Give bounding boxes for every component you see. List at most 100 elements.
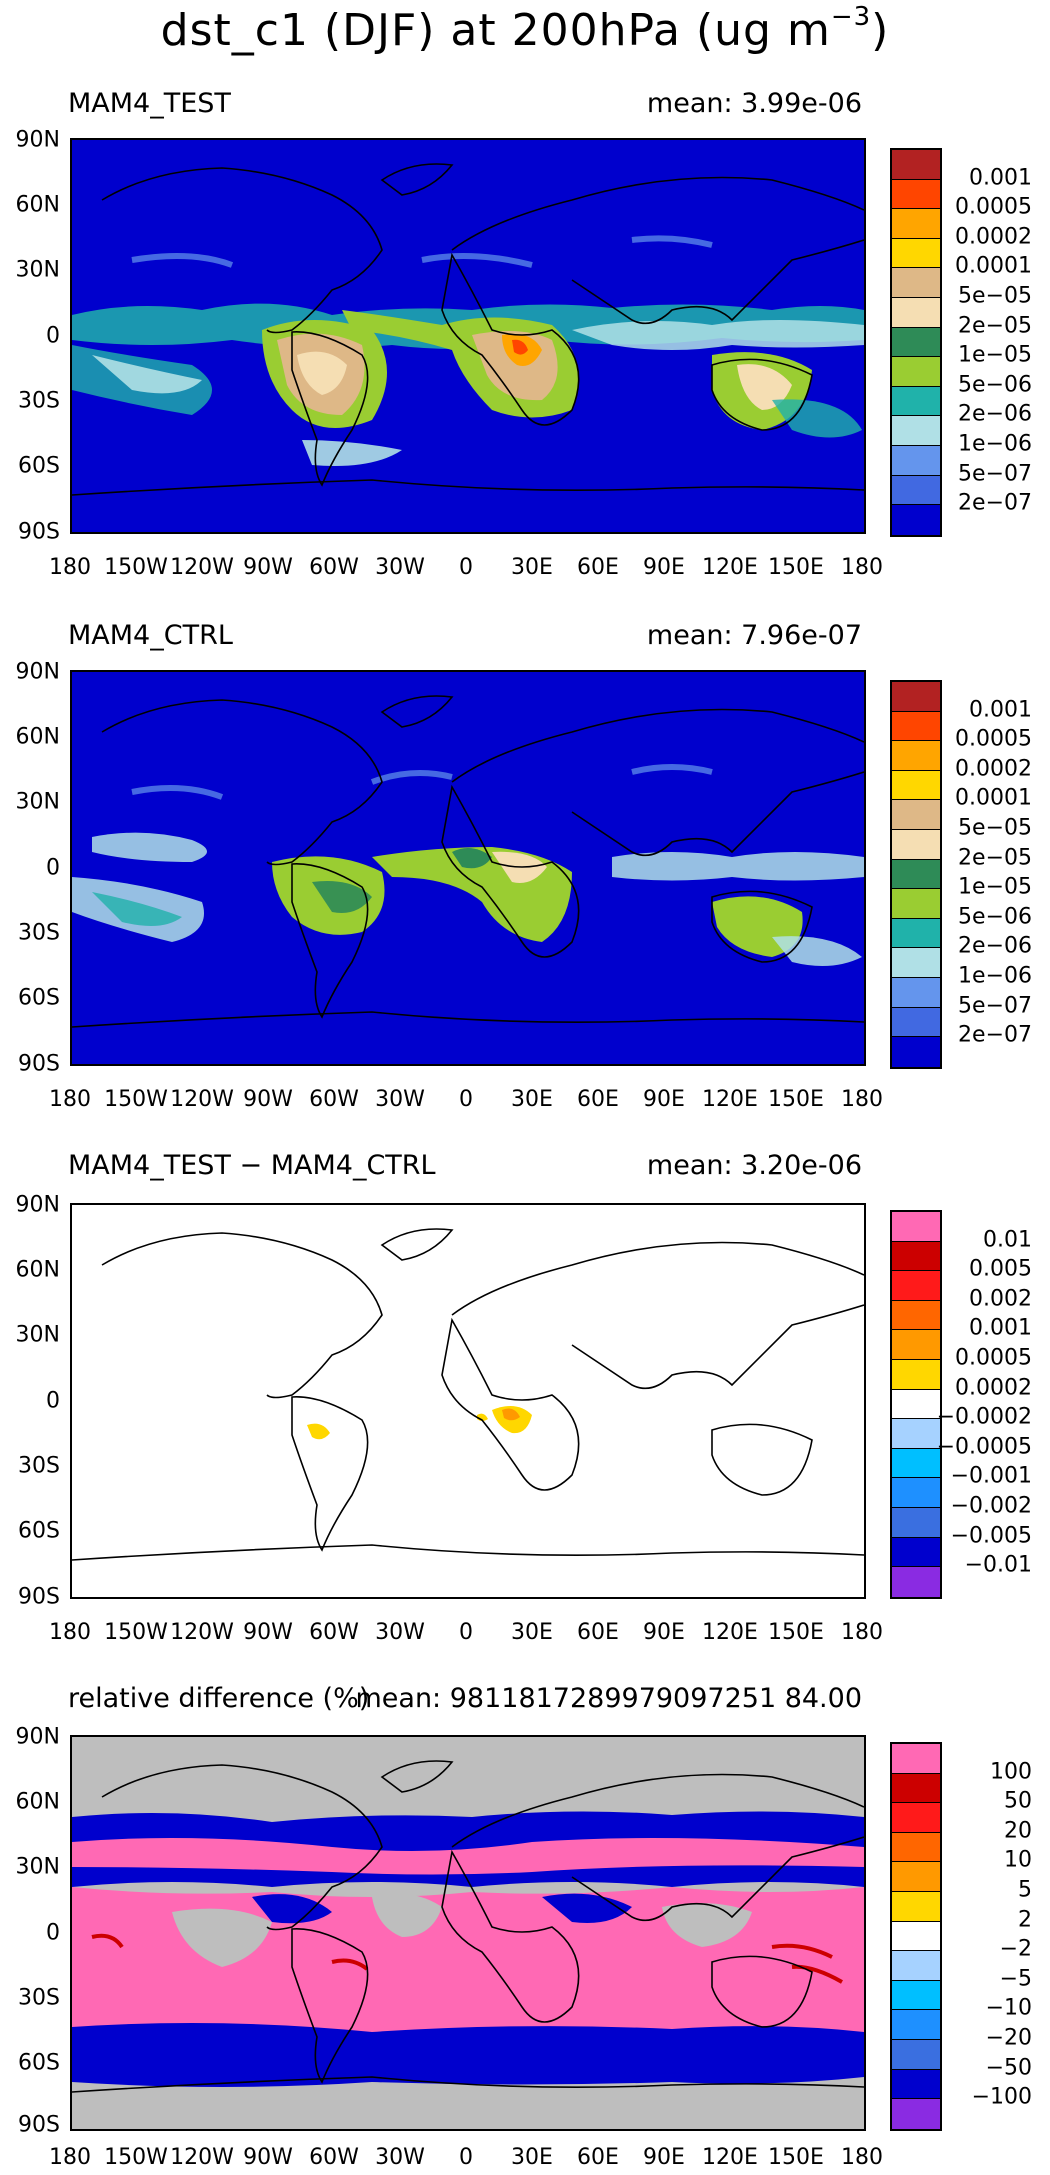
colorbar-label: 5e−06 [958,904,1032,930]
lon-label: 30W [375,555,425,580]
colorbar-swatch [892,918,940,949]
lon-label: 60E [577,2145,619,2170]
lon-label: 30W [375,1087,425,1112]
lat-label: 90N [15,127,60,153]
colorbar-swatch [892,977,940,1008]
lon-label: 180 [49,555,91,580]
lat-label: 60N [15,192,60,218]
panel-label: relative difference (%) [68,1683,370,1714]
colorbar-swatch [892,1448,940,1479]
colorbar-swatch [892,741,940,771]
lat-label: 90N [15,659,60,685]
lat-label: 0 [46,323,60,349]
lon-label: 120W [170,1087,234,1112]
lon-label: 150W [104,1087,168,1112]
colorbar-swatch [892,859,940,890]
colorbar-swatch [892,1891,940,1922]
colorbar-label: 5e−07 [958,461,1032,487]
lon-label: 60W [309,2145,359,2170]
colorbar-label: −0.01 [964,1552,1032,1578]
colorbar-label: 5 [1018,1877,1032,1903]
colorbar-swatch [892,1567,940,1597]
lon-label: 180 [841,1087,883,1112]
lat-axis-test: 90N 60N 30N 0 30S 60S 90S [0,128,60,545]
lon-label: 90E [643,555,685,580]
lon-label: 30E [511,1087,553,1112]
colorbar-label: 0.0001 [955,253,1032,279]
lon-label: 60W [309,555,359,580]
lon-label: 90W [243,1620,293,1645]
lon-label: 180 [841,2145,883,2170]
colorbar-swatch [892,1389,940,1420]
colorbar-label: −0.0005 [936,1434,1032,1460]
lon-label: 150W [104,555,168,580]
colorbar-label: 0.0002 [955,756,1032,782]
lat-label: 30S [18,1985,60,2011]
lon-label: 60W [309,1620,359,1645]
field-diff [307,1406,532,1440]
colorbar-label: −50 [985,2055,1032,2081]
colorbar-swatch [892,475,940,506]
colorbar-swatch [892,179,940,210]
colorbar-label: 0.0001 [955,785,1032,811]
lon-label: 0 [459,1620,473,1645]
colorbar-swatch [892,238,940,269]
lat-label: 60N [15,1789,60,1815]
panel-mean: mean: 3.99e-06 [646,88,862,119]
colorbar-swatch [892,770,940,801]
colorbar-label: 5e−05 [958,815,1032,841]
colorbar-label: 0.005 [969,1256,1032,1282]
colorbar-swatch [892,1271,940,1301]
colorbar-swatch [892,1507,940,1538]
lon-axis-ctrl: 180 150W 120W 90W 60W 30W 0 30E 60E 90E … [49,1087,883,1117]
lat-label: 30N [15,789,60,815]
colorbar-label: 20 [1004,1818,1032,1844]
colorbar-label: −0.005 [950,1523,1032,1549]
lon-label: 120W [170,555,234,580]
colorbar-label: 5e−05 [958,283,1032,309]
colorbar-swatch [892,209,940,239]
colorbar-labels-test: 0.001 0.0005 0.0002 0.0001 5e−05 2e−05 1… [940,148,1050,533]
colorbar-swatch [892,416,940,446]
coastlines [72,695,864,1028]
colorbar-swatch [892,1037,940,1067]
colorbar-swatch [892,1300,940,1331]
colorbar-swatch [892,1832,940,1863]
colorbar-swatch [892,711,940,742]
field-test [72,235,864,466]
map-relative-plot [72,1760,864,2093]
lon-label: 90E [643,1620,685,1645]
colorbar-label: 0.001 [969,1315,1032,1341]
lon-label: 120E [702,1620,758,1645]
colorbar-swatch [892,1537,940,1568]
lon-label: 120E [702,1087,758,1112]
lon-label: 30W [375,1620,425,1645]
colorbar-label: 2e−07 [958,1022,1032,1048]
lat-label: 90S [18,1584,60,1610]
colorbar-label: 1e−06 [958,431,1032,457]
colorbar-label: 5e−06 [958,372,1032,398]
colorbar-label: 50 [1004,1788,1032,1814]
colorbar-test [890,148,942,537]
lon-label: 30W [375,2145,425,2170]
title-text: dst_c1 (DJF) at 200hPa (ug m [160,5,831,56]
panel-mean: mean: 7.96e-07 [646,620,862,651]
lon-label: 180 [49,1087,91,1112]
lon-label: 90E [643,2145,685,2170]
colorbar-label: −5 [999,1966,1032,1992]
panel-label: MAM4_CTRL [68,620,233,651]
lat-axis-ctrl: 90N 60N 30N 0 30S 60S 90S [0,660,60,1077]
colorbar-label: 1e−05 [958,342,1032,368]
panel-mean: mean: 9811817289979097251 84.00 [355,1683,862,1714]
colorbar-label: 0.0002 [955,224,1032,250]
lon-label: 180 [841,555,883,580]
lat-label: 60N [15,724,60,750]
colorbar-swatch [892,1773,940,1804]
colorbar-label: 2e−06 [958,401,1032,427]
colorbar-label: 0.01 [983,1227,1032,1253]
figure-title: dst_c1 (DJF) at 200hPa (ug m−3) [0,2,1050,56]
lon-label: 150E [768,1620,824,1645]
lat-label: 30N [15,1854,60,1880]
colorbar-ctrl [890,680,942,1069]
lat-label: 90N [15,1724,60,1750]
